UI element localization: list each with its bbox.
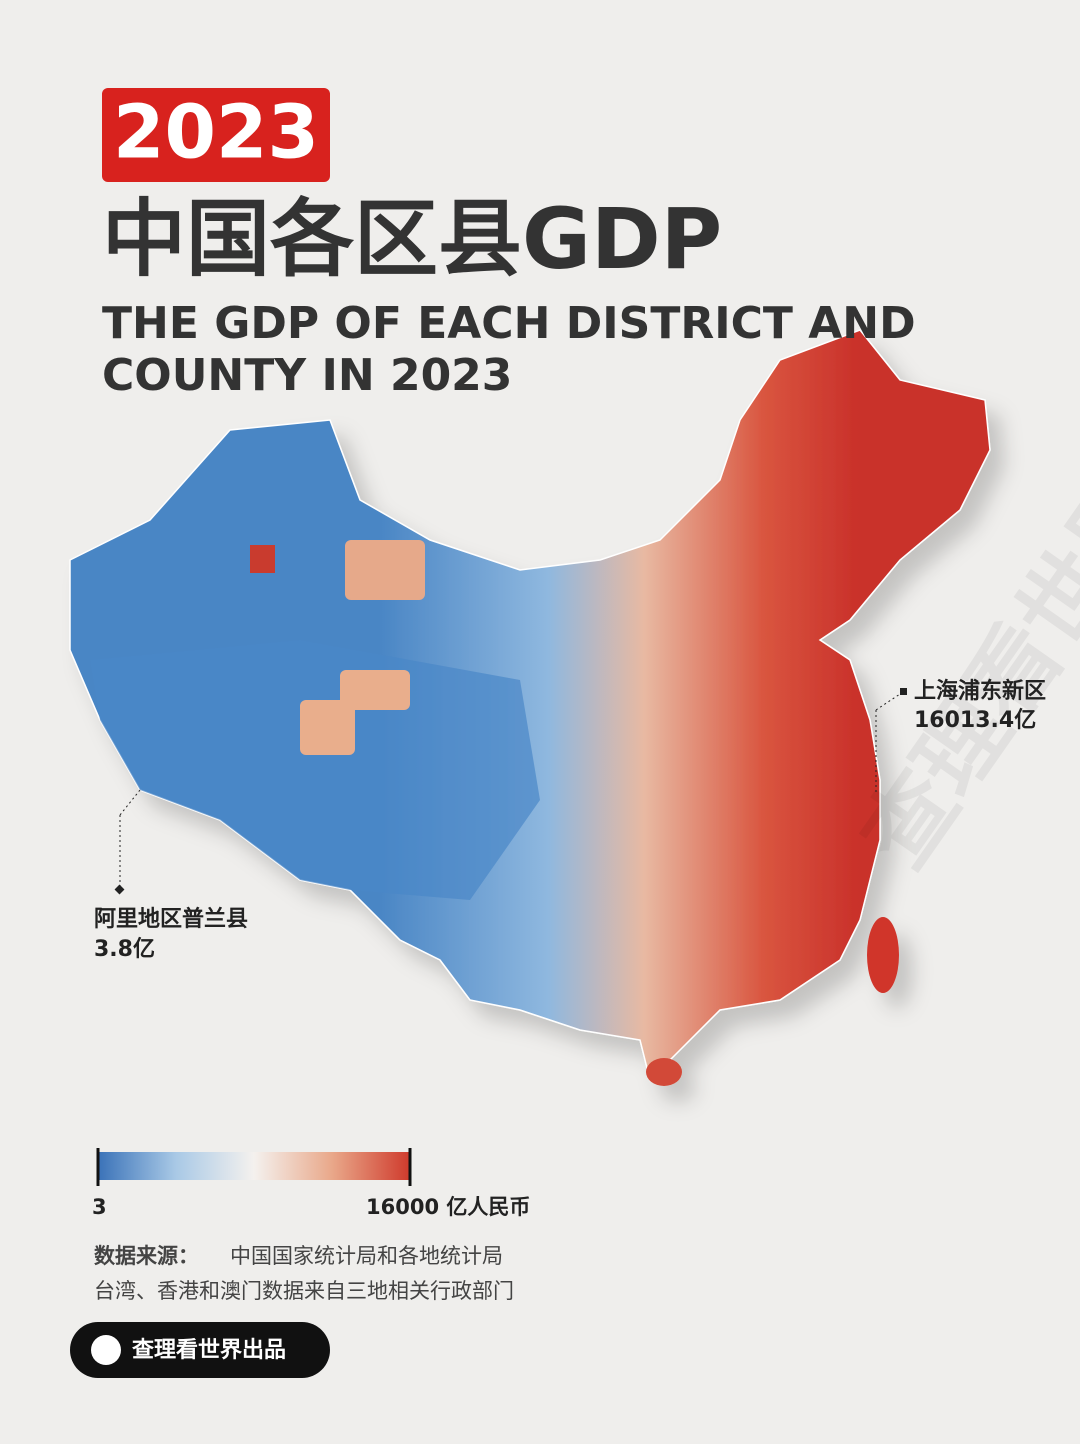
subtitle: COUNTY IN 2023 (102, 350, 512, 401)
hainan (646, 1058, 682, 1086)
annotation-region: 上海浦东新区 (914, 678, 1046, 704)
mainland (69, 329, 991, 1082)
source-text: 中国国家统计局和各地统计局 (230, 1244, 503, 1268)
annotation-region: 阿里地区普兰县 (94, 906, 248, 932)
source-text: 台湾、香港和澳门数据来自三地相关行政部门 (94, 1279, 514, 1303)
annotation-dot (900, 688, 907, 695)
legend-max-label: 16000 亿人民币 (366, 1195, 530, 1219)
annotation-value: 3.8亿 (94, 937, 155, 962)
annotation-value: 16013.4亿 (914, 708, 1036, 733)
legend-bar (98, 1152, 410, 1180)
taiwan (867, 917, 899, 993)
title: 中国各区县GDP (102, 190, 722, 288)
annotation-dot (114, 884, 125, 895)
map (69, 329, 991, 1086)
year: 2023 (113, 90, 319, 176)
legend: 3 16000 亿人民币 (92, 1148, 530, 1219)
brand-logo (91, 1335, 121, 1365)
tibet-region (90, 640, 540, 900)
region-patch (300, 700, 355, 755)
brand-pill (70, 1322, 330, 1378)
source-label: 数据来源： (94, 1244, 199, 1268)
annotation: 阿里地区普兰县 3.8亿 (94, 789, 248, 962)
leader-line (875, 691, 904, 711)
region-patch (345, 540, 425, 600)
year-badge (102, 88, 330, 182)
region-patch (250, 545, 275, 573)
annotation: 上海浦东新区 16013.4亿 (875, 678, 1046, 792)
region-patch (340, 670, 410, 710)
subtitle: THE GDP OF EACH DISTRICT AND (102, 298, 916, 349)
leader-line (119, 789, 141, 816)
brand: 查理看世界出品 (132, 1338, 286, 1363)
legend-min-label: 3 (92, 1195, 107, 1219)
